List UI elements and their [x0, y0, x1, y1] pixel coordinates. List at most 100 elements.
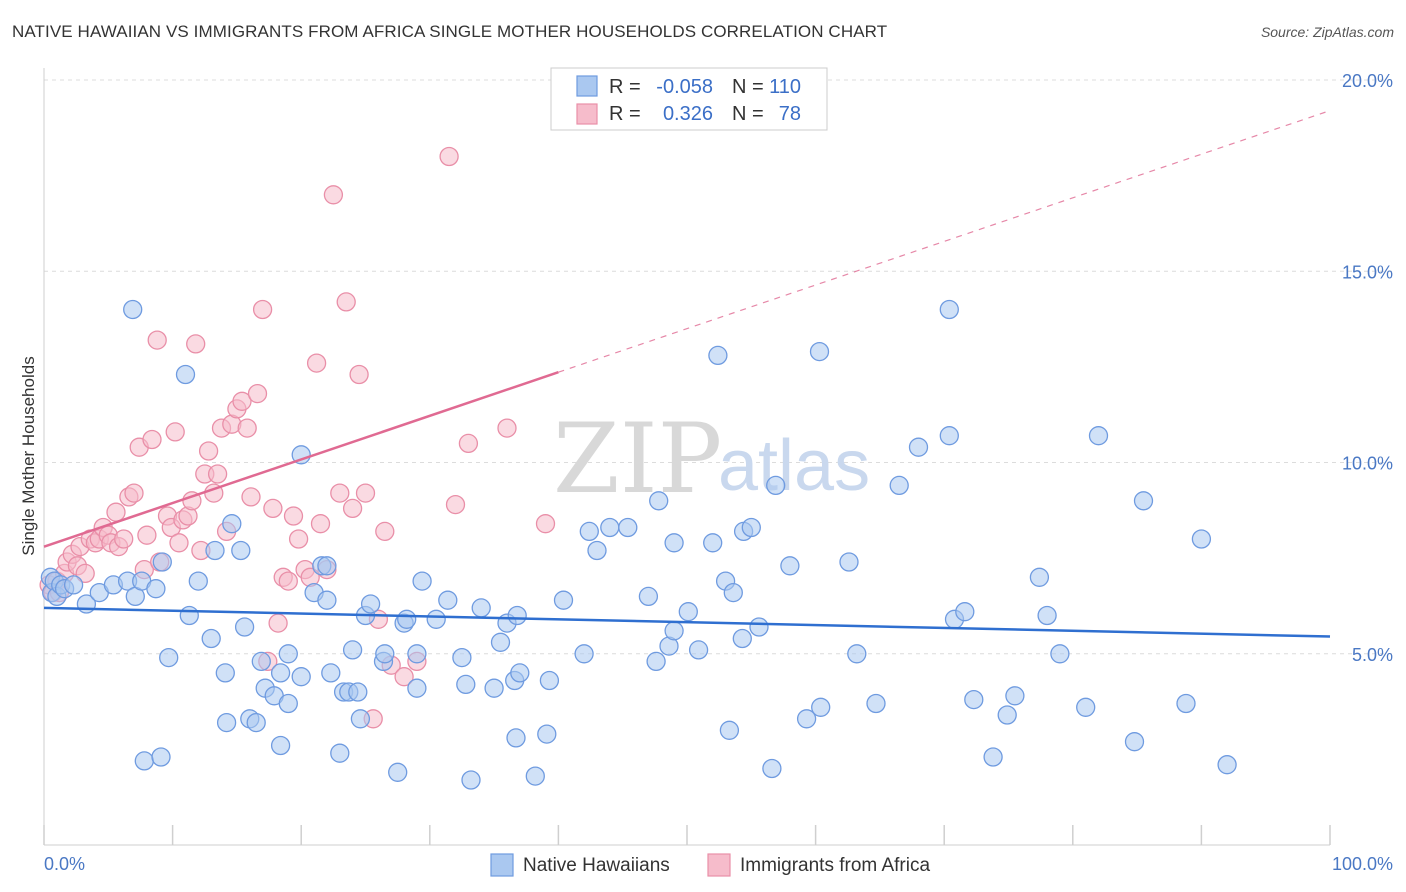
- hawaiian-point-26: [222, 514, 242, 534]
- hawaiian-point-22: [201, 628, 221, 649]
- hawaiian-point-106: [839, 552, 859, 572]
- africa-point-47: [247, 383, 268, 404]
- hawaiian-point-63: [452, 647, 472, 668]
- hawaiian-point-52: [360, 594, 381, 614]
- hawaiian-point-48: [342, 640, 363, 660]
- hawaiian-point-91: [703, 533, 723, 553]
- hawaiian-point-100: [741, 517, 761, 538]
- hawaiian-point-80: [587, 540, 607, 561]
- hawaiian-point-67: [484, 678, 504, 698]
- series-immigrants-from-africa-points: [39, 146, 556, 729]
- hawaiian-point-19: [175, 364, 196, 385]
- hawaiian-point-28: [234, 617, 255, 637]
- africa-point-20: [124, 483, 144, 503]
- africa-point-62: [330, 483, 350, 503]
- africa-point-76: [497, 418, 517, 438]
- hawaiian-point-57: [407, 644, 427, 664]
- legend-r-label-pink: R =: [609, 103, 641, 125]
- grid-lines: [43, 68, 1392, 845]
- africa-point-53: [278, 571, 298, 591]
- hawaiian-point-124: [1124, 732, 1145, 752]
- y-tick-label-3: 20.0%: [1342, 71, 1393, 91]
- hawaiian-point-110: [908, 437, 929, 457]
- hawaiian-point-18: [151, 747, 171, 767]
- africa-point-61: [323, 185, 344, 205]
- hawaiian-point-102: [780, 556, 800, 576]
- hawaiian-point-121: [1050, 644, 1070, 664]
- hawaiian-point-11: [123, 299, 143, 320]
- hawaiian-point-114: [955, 602, 975, 622]
- hawaiian-point-17: [159, 647, 179, 668]
- hawaiian-point-119: [1029, 567, 1050, 587]
- hawaiian-point-78: [574, 644, 594, 664]
- hawaiian-point-65: [461, 770, 481, 790]
- y-tick-label-2: 15.0%: [1342, 262, 1393, 282]
- series-legend-swatch-pink: [707, 853, 731, 877]
- africa-point-34: [186, 334, 206, 354]
- africa-point-24: [142, 429, 162, 450]
- hawaiian-point-116: [983, 747, 1003, 767]
- africa-point-74: [445, 494, 466, 515]
- africa-point-73: [439, 146, 459, 167]
- trend-lines: [43, 110, 1331, 638]
- hawaiian-point-74: [525, 766, 545, 786]
- africa-point-66: [355, 483, 376, 503]
- hawaiian-point-55: [388, 762, 408, 782]
- hawaiian-point-23: [205, 540, 225, 561]
- hawaiian-point-71: [506, 728, 526, 748]
- africa-point-69: [375, 521, 395, 542]
- hawaiian-point-31: [251, 651, 271, 672]
- africa-point-64: [342, 498, 363, 519]
- legend-r-value-blue: -0.058: [656, 76, 713, 98]
- series-legend-label-pink: Immigrants from Africa: [740, 855, 930, 876]
- africa-point-30: [169, 533, 189, 553]
- hawaiian-trend-solid: [43, 606, 1331, 638]
- series-legend: Native Hawaiians Immigrants from Africa: [490, 853, 930, 877]
- hawaiian-point-49: [350, 709, 371, 729]
- africa-point-18: [114, 529, 134, 549]
- africa-trend-dashed: [558, 110, 1331, 373]
- hawaiian-point-16: [134, 751, 154, 771]
- africa-point-39: [207, 464, 228, 484]
- hawaiian-point-77: [553, 590, 574, 610]
- hawaiian-point-112: [939, 299, 959, 320]
- y-tick-label-1: 10.0%: [1342, 454, 1393, 474]
- hawaiian-point-92: [708, 345, 728, 366]
- hawaiian-point-66: [471, 598, 491, 618]
- series-legend-label-blue: Native Hawaiians: [523, 855, 670, 876]
- legend-r-label-blue: R =: [609, 76, 641, 98]
- hawaiian-point-61: [426, 609, 446, 629]
- series-legend-swatch-blue: [490, 853, 514, 877]
- y-axis-title: Single Mother Households: [19, 356, 38, 555]
- hawaiian-point-111: [939, 426, 959, 446]
- chart-title: NATIVE HAWAIIAN VS IMMIGRANTS FROM AFRIC…: [12, 22, 888, 41]
- series-native-hawaiians-points: [40, 299, 1237, 790]
- africa-point-25: [147, 330, 167, 350]
- hawaiian-point-82: [618, 517, 638, 538]
- source-label: Source: ZipAtlas.com: [1260, 24, 1394, 40]
- hawaiian-point-104: [811, 697, 831, 717]
- africa-point-9: [75, 563, 95, 584]
- hawaiian-point-108: [866, 693, 886, 714]
- hawaiian-point-36: [270, 735, 291, 756]
- africa-point-55: [288, 529, 309, 549]
- hawaiian-point-37: [278, 644, 298, 664]
- hawaiian-point-34: [270, 663, 291, 683]
- hawaiian-point-101: [766, 475, 786, 496]
- hawaiian-point-127: [1191, 529, 1212, 549]
- hawaiian-point-88: [664, 621, 684, 641]
- hawaiian-point-73: [510, 663, 530, 683]
- hawaiian-point-83: [638, 586, 659, 607]
- africa-point-75: [458, 433, 479, 454]
- hawaiian-point-94: [723, 582, 743, 603]
- hawaiian-point-107: [847, 644, 867, 664]
- hawaiian-point-35: [278, 693, 298, 714]
- africa-point-50: [263, 498, 283, 519]
- africa-point-37: [198, 441, 219, 461]
- hawaiian-point-27: [231, 540, 251, 561]
- hawaiian-point-105: [809, 341, 830, 362]
- hawaiian-point-103: [796, 709, 817, 729]
- hawaiian-point-123: [1088, 426, 1109, 446]
- hawaiian-point-14: [146, 579, 166, 599]
- hawaiian-point-128: [1217, 755, 1237, 775]
